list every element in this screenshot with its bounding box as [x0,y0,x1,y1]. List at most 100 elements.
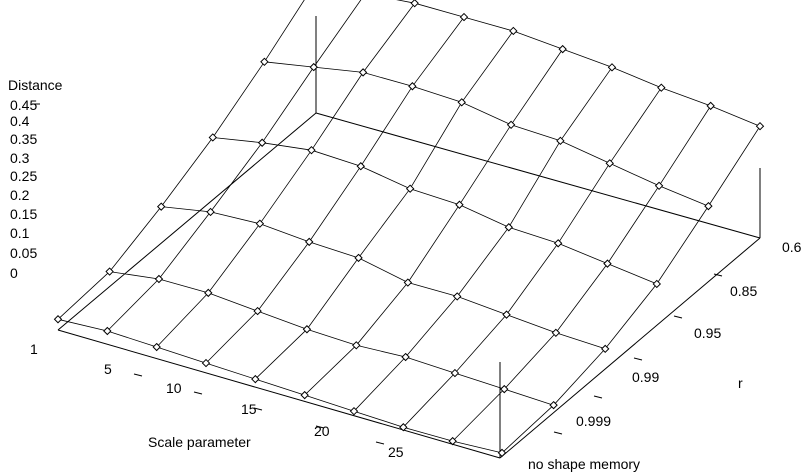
data-point-marker [448,436,457,446]
data-point-marker [603,259,612,268]
data-point-marker [201,358,211,368]
data-point-marker [401,352,410,362]
z-tick-label: 0.3 [10,150,30,166]
z-tick-label: 0.25 [10,168,37,184]
data-point-marker [349,406,359,416]
z-tick-label: 0.35 [10,131,37,147]
data-point-marker [399,423,408,432]
surface-row-line [57,318,503,454]
back-floor-edge [315,112,761,239]
y-tick-label: no shape memory [528,456,640,472]
x-tick-label: 10 [166,380,182,396]
data-point-marker [208,133,218,142]
x-tick-label: 5 [104,361,112,377]
data-point-marker [156,202,166,211]
data-point-marker [652,279,662,289]
y-axis-right-edge [499,237,761,459]
data-point-marker [500,384,509,394]
y-axis-tick-marks [553,273,723,435]
data-point-marker [255,219,265,228]
surface-column-line [501,125,761,454]
data-point-marker [251,374,260,384]
y-tick-label: 0.6 [782,239,802,255]
surface-column-line [452,105,712,442]
surface-column-line [304,48,564,396]
y-axis-label: r [738,375,743,391]
data-point-marker [352,341,361,350]
data-point-marker [450,368,460,378]
surface-row-line [109,271,554,406]
surface-column-line [205,16,465,364]
data-point-marker [558,44,567,54]
surface-row-line [264,61,709,207]
z-tick-label: 0.1 [10,225,30,241]
z-tick-label: 0.45 [10,97,37,113]
surface-grid [57,0,761,454]
y-tick-label: 0.999 [576,413,611,429]
data-point-marker [253,306,262,316]
data-point-marker [103,326,112,336]
data-point-marker [304,237,314,247]
surface-column-line [255,30,514,380]
data-point-marker [600,344,610,354]
x-tick-label: 1 [30,341,38,357]
x-axis-front-edge [57,329,501,459]
data-point-marker [452,292,462,301]
data-point-marker [459,12,469,22]
data-point-marker [553,239,563,248]
data-point-marker [497,448,507,458]
data-point-marker [457,98,466,107]
data-point-marker [755,121,765,131]
z-tick-label: 0 [10,265,18,281]
z-tick-label: 0.15 [10,206,37,222]
y-tick-label: 0.99 [632,369,659,385]
z-axis-label: Distance [8,77,63,93]
data-point-marker [657,83,666,92]
data-point-marker [455,200,464,209]
data-point-marker [504,223,514,232]
data-point-marker [410,0,419,8]
data-point-marker [257,138,267,147]
x-axis-label: Scale parameter [148,434,251,450]
x-tick-label: 15 [241,401,257,417]
data-point-marker [206,207,215,217]
left-floor-edge [57,112,317,331]
data-point-marker [354,253,363,263]
x-tick-label: 25 [388,444,404,460]
y-tick-label: 0.95 [694,325,721,341]
data-point-marker [551,328,561,338]
data-point-marker [405,184,415,193]
surface-markers [53,0,765,458]
z-tick-label: 0.4 [10,113,30,129]
data-point-marker [356,162,366,171]
surface-row-line [212,137,657,285]
data-point-marker [204,288,213,298]
data-point-marker [509,26,518,36]
data-point-marker [556,136,565,146]
data-point-marker [300,390,309,400]
data-point-marker [105,267,114,276]
data-point-marker [704,201,713,211]
surface-column-line [403,87,662,428]
data-point-marker [502,310,511,319]
surface-row-line [161,206,606,350]
z-tick-label: 0.05 [10,245,37,261]
data-point-marker [302,325,312,334]
data-point-marker [605,159,614,168]
data-point-marker [53,315,63,324]
data-point-marker [654,181,664,191]
data-point-marker [403,278,413,287]
surface-column-line [107,0,362,332]
z-tick-label: 0.2 [10,187,30,203]
data-point-marker [549,400,558,410]
surface-row-line [396,0,761,127]
y-tick-label: 0.85 [730,283,757,299]
x-axis-tick-marks [133,373,385,445]
data-point-marker [152,342,161,352]
data-point-marker [607,63,617,72]
data-point-marker [358,68,368,77]
data-point-marker [506,120,516,130]
data-point-marker [260,57,269,67]
surface-column-line [57,0,305,320]
